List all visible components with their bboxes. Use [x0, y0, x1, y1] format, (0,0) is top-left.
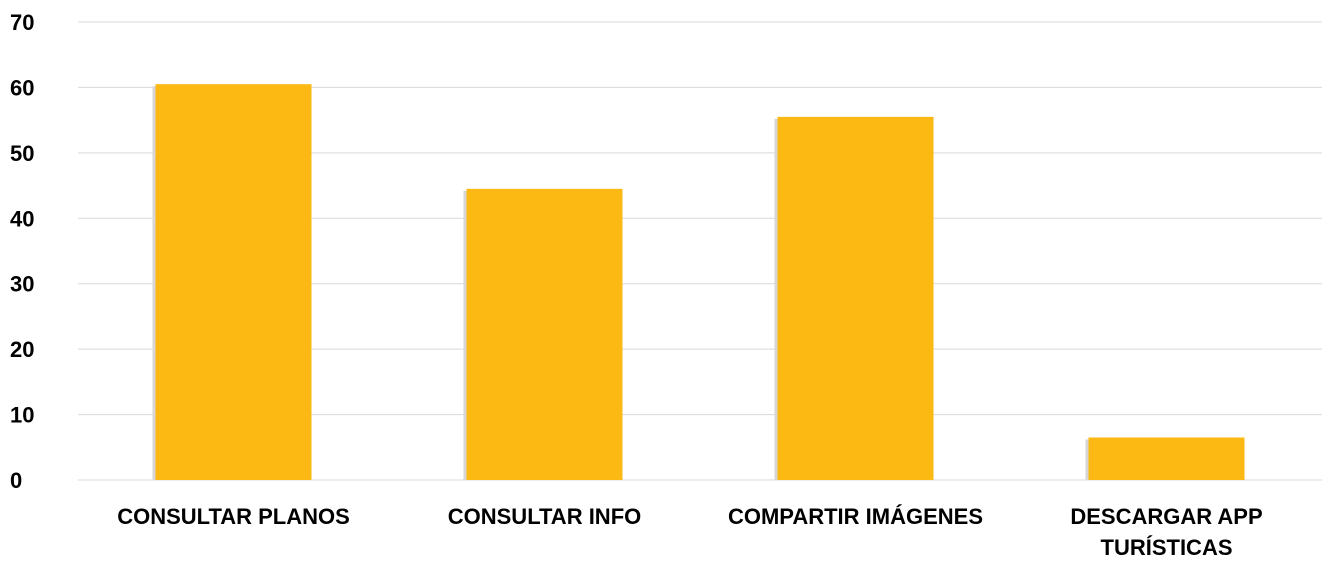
y-tick-label: 10 — [10, 403, 34, 428]
x-category-label-line: TURÍSTICAS — [1101, 535, 1233, 560]
y-tick-label: 50 — [10, 141, 34, 166]
x-category-label-line: CONSULTAR INFO — [448, 504, 642, 529]
y-tick-label: 0 — [10, 468, 22, 493]
bar-consultar-info — [466, 188, 623, 481]
x-axis-labels: CONSULTAR PLANOS CONSULTAR INFO COMPARTIR … — [117, 504, 1262, 560]
y-tick-label: 20 — [10, 337, 34, 362]
x-category-label-line: COMPARTIR IMÁGENES — [728, 504, 983, 529]
bars — [152, 84, 1245, 481]
x-category-label: CONSULTAR PLANOS — [117, 504, 350, 529]
y-tick-label: 70 — [10, 10, 34, 35]
x-category-label-line: DESCARGAR APP — [1070, 504, 1262, 529]
y-tick-label: 60 — [10, 75, 34, 100]
bar-consultar-planos — [155, 84, 312, 481]
y-tick-label: 40 — [10, 206, 34, 231]
x-category-label-line: CONSULTAR PLANOS — [117, 504, 350, 529]
bar-compartir-im-genes — [777, 116, 934, 480]
x-category-label: CONSULTAR INFO — [448, 504, 642, 529]
bar-descargar-app-tur-sticas — [1088, 437, 1245, 480]
x-category-label: COMPARTIR IMÁGENES — [728, 504, 983, 529]
y-axis-ticks: 0 10 20 30 40 50 60 70 — [10, 10, 34, 493]
y-tick-label: 30 — [10, 272, 34, 297]
x-category-label: DESCARGAR APP TURÍSTICAS — [1070, 504, 1262, 560]
